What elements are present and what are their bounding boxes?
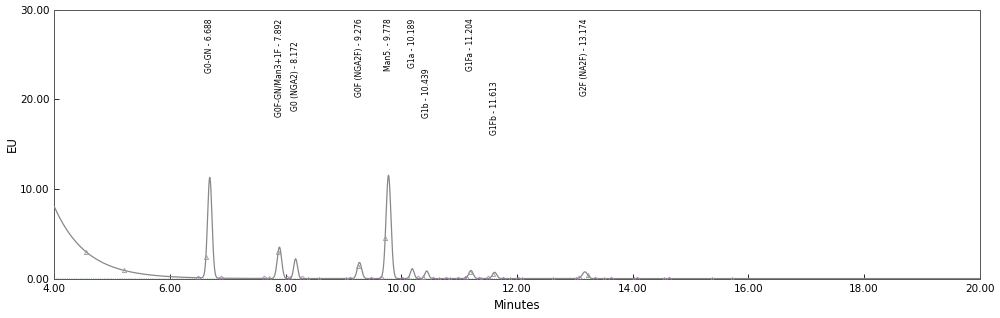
Text: G1Fb - 11.613: G1Fb - 11.613 <box>490 81 499 135</box>
Text: G1Fa - 11.204: G1Fa - 11.204 <box>466 18 475 72</box>
Text: G0F-GN/Man3+1F - 7.892: G0F-GN/Man3+1F - 7.892 <box>275 18 284 117</box>
Text: G1a - 10.189: G1a - 10.189 <box>408 18 417 68</box>
Text: G0-GN - 6.688: G0-GN - 6.688 <box>205 18 214 73</box>
Y-axis label: EU: EU <box>6 136 19 152</box>
Text: G0 (NGA2) - 8.172: G0 (NGA2) - 8.172 <box>291 41 300 111</box>
Text: G0F (NGA2F) - 9.276: G0F (NGA2F) - 9.276 <box>355 18 364 97</box>
Text: G1b - 10.439: G1b - 10.439 <box>422 68 431 118</box>
Text: Man5. - 9.778: Man5. - 9.778 <box>384 18 393 71</box>
Text: G2F (NA2F) - 13.174: G2F (NA2F) - 13.174 <box>580 18 589 96</box>
X-axis label: Minutes: Minutes <box>494 300 540 313</box>
